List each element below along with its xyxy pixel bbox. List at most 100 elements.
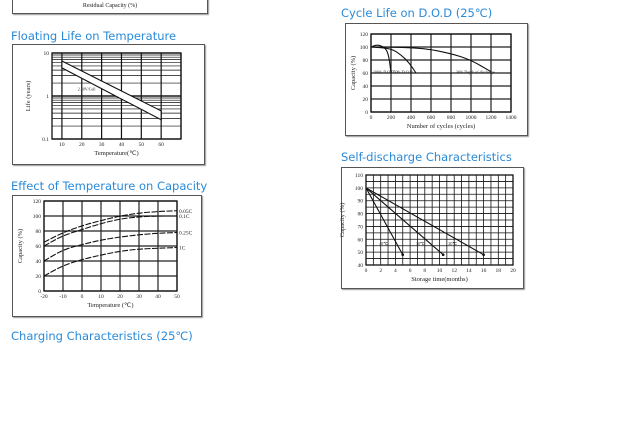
y-tick-label: 60 [358,237,364,243]
x-tick-label: 0 [365,268,368,274]
series-label: 20℃ [448,241,457,246]
x-tick-label: 4 [394,268,397,274]
y-tick-label: 100 [355,186,364,192]
x-tick-label: 20 [510,268,516,274]
series-line [370,44,392,74]
y-tick-label: 70 [358,224,364,230]
y-tick-label: 0.1 [42,137,49,143]
series-end-marker [441,253,445,257]
series-line [365,187,404,255]
x-tick-label: 1200 [486,115,497,121]
x-tick-label: 50 [139,142,145,148]
series-line [365,187,484,256]
x-tick-label: 40 [119,142,125,148]
x-tick-label: 10 [437,268,443,274]
section-title-temp: Effect of Temperature on Capacity [11,179,208,193]
plot-frame [365,174,514,266]
x-tick-label: 600 [427,115,436,121]
x-axis-label: Number of cycles (cycles) [407,123,475,130]
series-line [43,231,178,262]
series-line [43,215,177,247]
y-tick-label: 120 [360,32,369,38]
band-annotation: 2.30V/Cell [78,86,97,91]
y-tick-label: 40 [363,84,369,90]
y-tick-label: 20 [363,97,369,103]
x-axis-label: Storage time(months) [411,276,468,283]
series-label: 100% D.O.D [373,70,394,75]
x-tick-label: 20 [79,142,85,148]
series-label: 30% Depth of discharge [456,70,495,75]
y-tick-label: 40 [358,263,364,269]
y-axis-label: Capacity (%) [339,203,346,237]
series-label: 0.25C [179,231,193,237]
series-label: 50% D.O.D [394,70,413,75]
series-label: 30℃ [416,241,425,246]
series-line [370,46,492,73]
x-tick-label: 0 [81,294,84,300]
y-tick-label: 110 [355,173,363,179]
series-label: 1C [179,246,186,252]
y-tick-label: 1 [46,94,49,100]
x-tick-label: 1400 [506,115,517,121]
x-tick-label: 50 [174,294,180,300]
x-tick-label: 30 [136,294,142,300]
x-tick-label: 8 [423,268,426,274]
y-tick-label: 60 [36,244,42,250]
x-tick-label: 60 [158,142,164,148]
plot-frame [51,52,182,140]
y-tick-label: 120 [33,199,42,205]
x-tick-label: 200 [387,115,396,121]
y-tick-label: 40 [36,259,42,265]
floating-chart-box [12,44,205,165]
series-label: 0.05C [179,209,193,215]
x-tick-label: 40 [155,294,161,300]
y-axis-label: Capacity (%) [350,56,357,90]
x-tick-label: 800 [447,115,456,121]
x-tick-label: 16 [481,268,487,274]
residual-xlabel: Residual Capacity (%) [83,2,137,9]
residual-capacity-chart-box: Residual Capacity (%) [12,0,208,14]
series-line [43,246,178,277]
x-tick-label: -10 [59,294,67,300]
y-tick-label: 0 [38,289,41,295]
x-tick-label: 18 [496,268,502,274]
x-tick-label: 1000 [466,115,477,121]
y-tick-label: 80 [363,58,369,64]
y-axis-label: Capacity (%) [17,229,24,263]
x-tick-label: 400 [407,115,416,121]
x-tick-label: 6 [409,268,412,274]
life-band [61,60,162,121]
section-title-charging: Charging Characteristics (25℃) [11,329,193,343]
x-tick-label: 14 [466,268,472,274]
x-axis-label: Temperature (℃) [87,302,133,309]
plot-frame [370,33,512,113]
x-tick-label: 0 [370,115,373,121]
y-tick-label: 80 [358,212,364,218]
y-axis-label: Life (years) [25,81,32,112]
cycle-chart-box [345,23,528,136]
y-tick-label: 60 [363,71,369,77]
y-tick-label: 100 [360,45,369,51]
series-label: 0.1C [179,214,190,220]
y-tick-label: 80 [36,229,42,235]
y-tick-label: 0 [365,110,368,116]
section-title-floating: Floating Life on Temperature [11,29,177,43]
y-tick-label: 20 [36,274,42,280]
x-tick-label: 20 [117,294,123,300]
section-title-self: Self-discharge Characteristics [341,150,512,164]
x-tick-label: 10 [98,294,104,300]
section-title-cycle: Cycle Life on D.O.D (25℃) [341,6,493,20]
x-tick-label: 2 [379,268,382,274]
series-label: 40℃ [379,241,388,246]
x-tick-label: 12 [451,268,457,274]
series-line [365,187,444,256]
residual-capacity-chart: Residual Capacity (%) [83,2,137,9]
x-tick-label: -20 [40,294,48,300]
x-tick-label: 30 [99,142,105,148]
y-tick-label: 90 [358,199,364,205]
series-end-marker [482,253,485,257]
x-tick-label: 10 [59,142,65,148]
y-tick-label: 100 [33,214,42,220]
series-line [43,210,178,243]
